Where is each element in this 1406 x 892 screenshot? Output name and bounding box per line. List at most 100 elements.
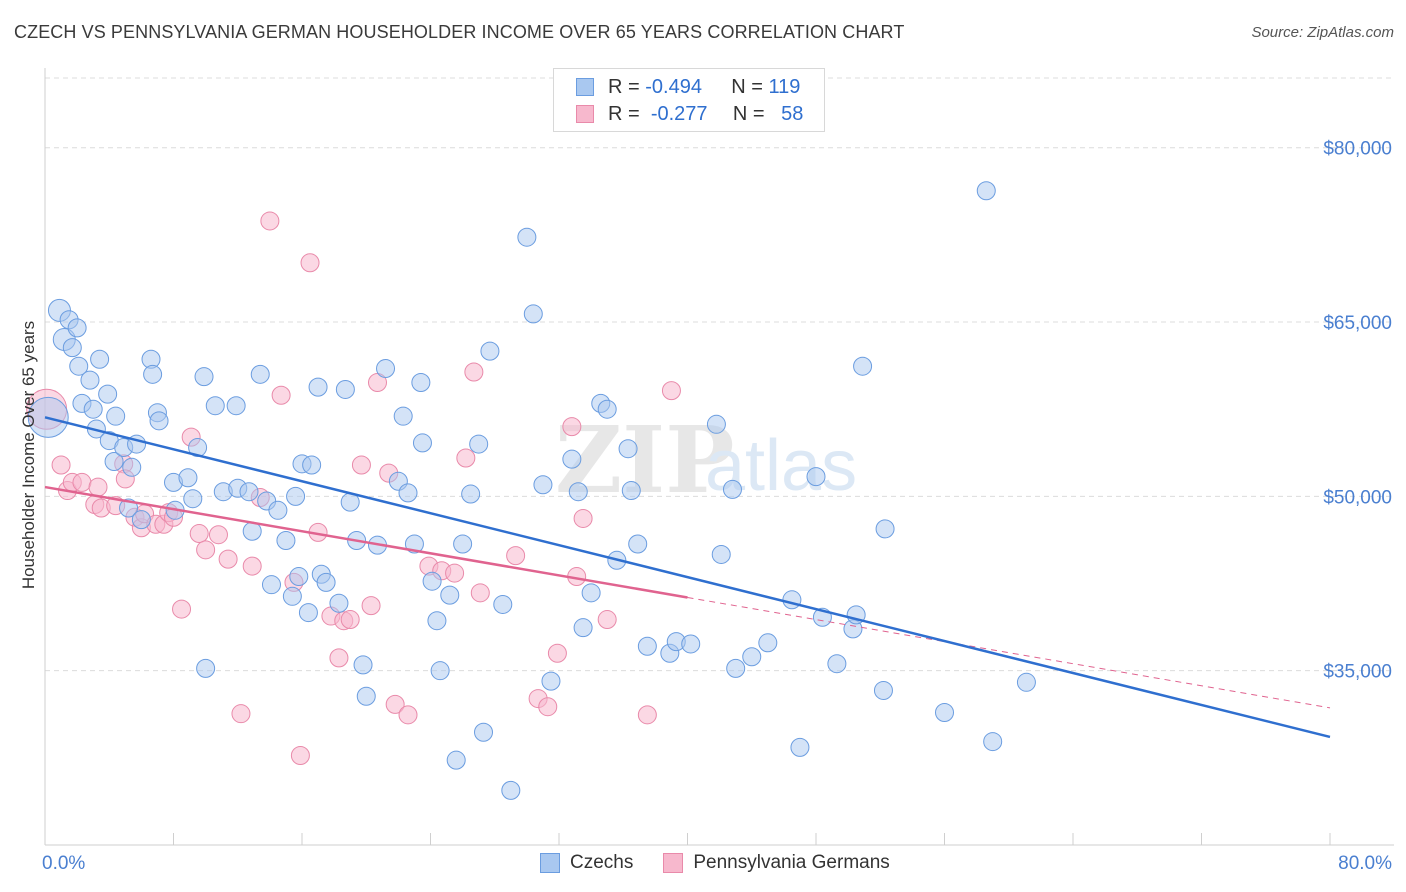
data-point-czechs (98, 384, 118, 404)
data-point-pennsylvania-germans (385, 694, 405, 714)
data-point-czechs (935, 703, 954, 723)
data-point-czechs (711, 544, 731, 564)
data-point-czechs (286, 486, 306, 506)
y-tick-label: $80,000 (1323, 139, 1392, 160)
data-point-czechs (427, 611, 447, 631)
data-point-czechs (196, 658, 216, 678)
data-point-czechs (806, 467, 826, 487)
data-point-pennsylvania-germans (72, 472, 92, 492)
data-point-czechs (501, 780, 521, 800)
series-legend: Czechs Pennsylvania Germans (540, 852, 920, 874)
data-point-pennsylvania-germans (88, 477, 108, 497)
data-point-pennsylvania-germans (506, 546, 526, 566)
data-point-czechs (469, 434, 489, 454)
legend-r-label: R = (608, 75, 640, 98)
data-point-czechs (308, 377, 328, 397)
data-point-czechs (62, 338, 82, 358)
data-point-czechs (83, 399, 103, 419)
legend-swatch-pennsylvania-germans (576, 105, 594, 123)
watermark: ZIP atlas (555, 406, 857, 514)
data-point-czechs (621, 481, 641, 501)
data-point-czechs (398, 483, 418, 503)
data-point-czechs (422, 571, 442, 591)
data-point-czechs (106, 406, 126, 426)
data-point-pennsylvania-germans (189, 524, 209, 544)
legend-n-label: N = (731, 75, 763, 98)
legend-r-value: -0.494 (645, 75, 702, 98)
legend-label-pennsylvania-germans: Pennsylvania Germans (693, 852, 890, 873)
data-point-pennsylvania-germans (218, 549, 238, 569)
data-point-czechs (316, 572, 336, 592)
data-point-czechs (268, 500, 288, 520)
data-point-pennsylvania-germans (196, 540, 216, 560)
data-point-czechs (250, 364, 270, 384)
data-point-czechs (637, 636, 657, 656)
data-point-czechs (742, 647, 762, 667)
data-point-czechs (393, 406, 413, 426)
data-point-pennsylvania-germans (329, 648, 349, 668)
data-point-pennsylvania-germans (547, 643, 567, 663)
data-point-pennsylvania-germans (573, 508, 593, 528)
data-point-pennsylvania-germans (538, 697, 558, 717)
data-point-czechs (453, 534, 473, 554)
legend-n-label: N = (732, 102, 765, 125)
data-point-czechs (461, 484, 481, 504)
data-point-czechs (239, 482, 259, 502)
series-czechs (27, 181, 1036, 800)
data-point-czechs (90, 349, 110, 369)
data-point-pennsylvania-germans (51, 455, 71, 475)
data-point-czechs (356, 686, 376, 706)
data-point-czechs (562, 449, 582, 469)
data-point-czechs (80, 370, 100, 390)
data-point-pennsylvania-germans (340, 610, 360, 630)
data-point-pennsylvania-germans (470, 583, 490, 603)
y-axis-label: Householder Income Over 65 years (19, 321, 38, 589)
axes (44, 68, 1394, 846)
data-point-pennsylvania-germans (398, 705, 418, 725)
source-credit: Source: ZipAtlas.com (1251, 24, 1394, 41)
data-point-czechs (131, 510, 151, 530)
data-point-czechs (726, 658, 746, 678)
data-point-czechs (681, 634, 701, 654)
data-point-czechs (873, 680, 893, 700)
trend-extension-pennsylvania-germans (687, 596, 1331, 709)
data-point-czechs (276, 531, 296, 551)
grid (45, 77, 1394, 672)
data-point-czechs (353, 655, 373, 675)
data-point-czechs (149, 411, 169, 431)
data-point-czechs (261, 575, 281, 595)
data-point-czechs (573, 618, 593, 638)
data-point-czechs (178, 468, 198, 488)
data-point-pennsylvania-germans (208, 525, 228, 545)
y-tick-label: $35,000 (1323, 662, 1392, 683)
data-point-czechs (335, 379, 355, 399)
data-point-czechs (875, 519, 895, 539)
data-point-czechs (976, 181, 996, 201)
data-point-czechs (790, 737, 810, 757)
data-point-czechs (628, 534, 648, 554)
legend-r-value: -0.277 (650, 102, 708, 125)
legend-swatch-czechs (576, 78, 594, 96)
legend-item-pennsylvania-germans: Pennsylvania Germans (663, 852, 890, 874)
data-point-pennsylvania-germans (445, 563, 465, 583)
data-point-czechs (474, 722, 494, 742)
tick-labels: $35,000 $50,000 $65,000 $80,000 0.0% 80.0% (42, 139, 1392, 874)
trend-line-czechs (44, 416, 1331, 739)
data-point-czechs (143, 364, 163, 384)
data-point-czechs (618, 439, 638, 459)
legend-n-value: 58 (781, 102, 804, 125)
data-point-pennsylvania-germans (271, 385, 291, 405)
data-point-czechs (411, 372, 431, 392)
data-point-pennsylvania-germans (260, 211, 280, 231)
data-point-pennsylvania-germans (562, 417, 582, 437)
data-point-czechs (523, 304, 543, 324)
data-point-czechs (1016, 672, 1036, 692)
data-point-czechs (122, 457, 142, 477)
data-point-pennsylvania-germans (661, 381, 681, 401)
data-point-czechs (597, 399, 617, 419)
data-point-czechs (782, 590, 802, 610)
data-point-czechs (493, 594, 513, 614)
legend-row-pennsylvania-germans: R = -0.277 N = 58 (554, 100, 803, 128)
legend-n-value: 119 (768, 75, 801, 98)
data-point-czechs (205, 396, 225, 416)
